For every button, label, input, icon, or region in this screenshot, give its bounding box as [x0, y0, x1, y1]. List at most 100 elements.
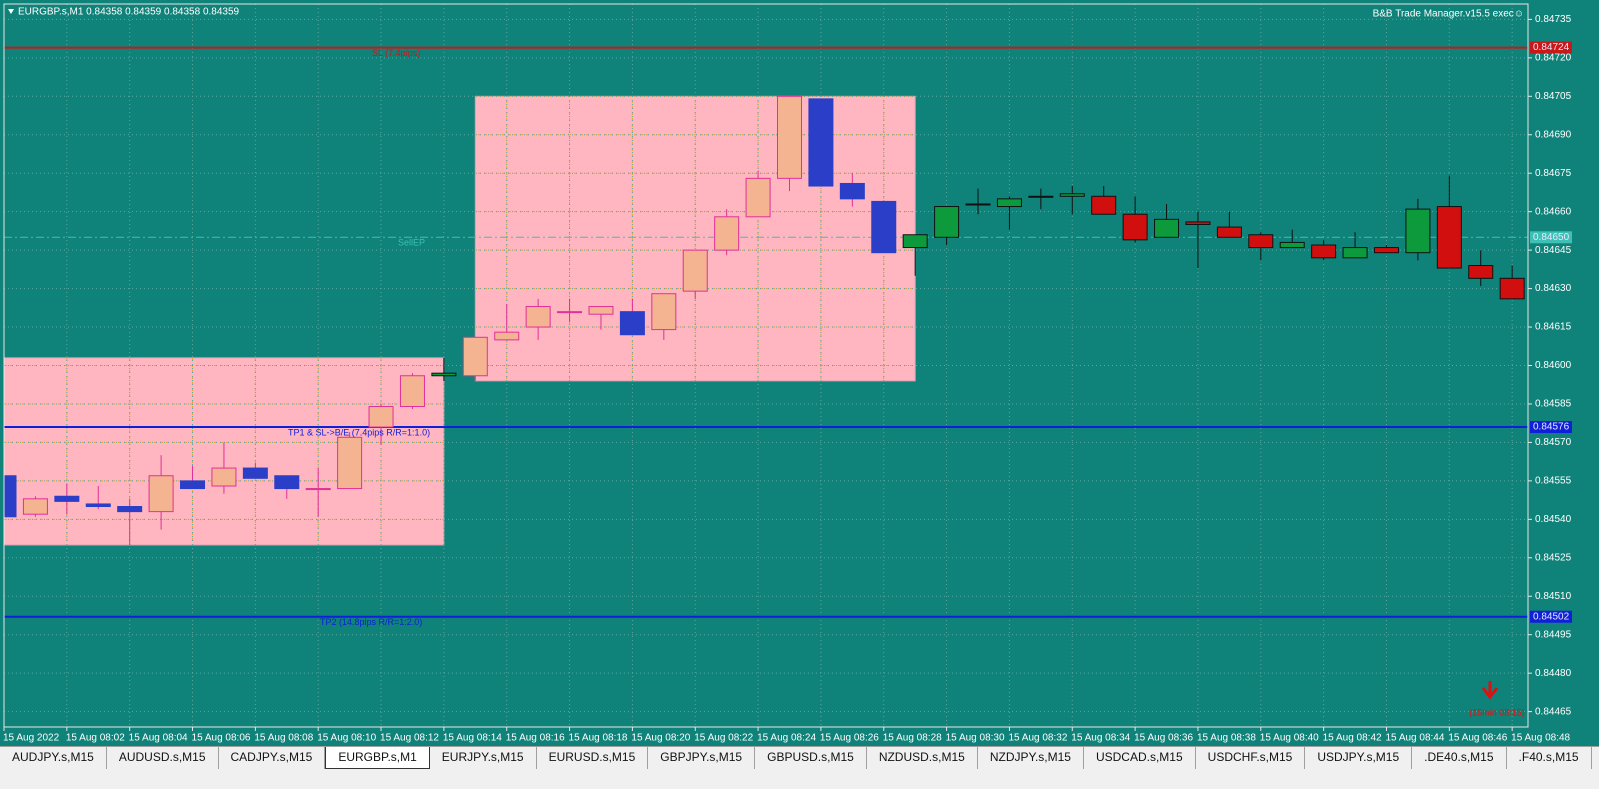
symbol-tab[interactable]: USDCAD.s,M15: [1084, 747, 1196, 769]
candle-body: [180, 480, 206, 490]
symbol-tab[interactable]: AUDJPY.s,M15: [0, 747, 107, 769]
symbol-tab[interactable]: USDCHF.s,M15: [1196, 747, 1306, 769]
y-tick-label: 0.84600: [1535, 360, 1572, 371]
candle-body: [588, 306, 614, 315]
symbol-tab[interactable]: CADJPY.s,M15: [219, 747, 326, 769]
symbol-tabs: AUDJPY.s,M15 AUDUSD.s,M15 CADJPY.s,M15 EURG…: [0, 746, 1599, 769]
candle-body: [54, 495, 80, 502]
y-tick-label: 0.84480: [1535, 668, 1572, 679]
plot-area: SL (7.4pips) SellEP TP1 & SL->B/E (7.4pips…: [4, 4, 1528, 727]
price-level-name: SL (7.4pips): [372, 48, 420, 58]
menu-triangle[interactable]: [8, 9, 14, 14]
candle-body: [4, 475, 17, 518]
candle-body: [1342, 247, 1368, 259]
symbol-tab[interactable]: EURUSD.s,M15: [537, 747, 649, 769]
x-tick-label: 15 Aug 08:06: [192, 733, 251, 744]
symbol-tab[interactable]: EURGBP.s,M1: [325, 747, 430, 769]
candle-body: [934, 206, 960, 238]
x-tick-label: 15 Aug 08:18: [569, 733, 628, 744]
candle-body: [839, 182, 865, 200]
price-level-box: [1530, 41, 1572, 54]
price-level-name: SellEP: [398, 238, 425, 248]
candle-body: [274, 475, 300, 490]
candle-body: [1468, 265, 1494, 279]
candle-body: [557, 311, 583, 314]
symbol-tab[interactable]: NZDJPY.s,M15: [978, 747, 1084, 769]
symbol-tab[interactable]: .UK100.s,M15: [1592, 747, 1599, 769]
x-tick-label: 15 Aug 08:02: [66, 733, 125, 744]
x-tick-label: 15 Aug 08:04: [129, 733, 188, 744]
candle-body: [1122, 213, 1148, 241]
arrow-annotation: (15min 08:15): [1469, 707, 1525, 717]
y-tick-label: 0.84675: [1535, 168, 1572, 179]
y-tick-label: 0.84705: [1535, 91, 1572, 102]
candle-body: [651, 293, 677, 331]
candle-body: [1059, 193, 1085, 197]
candle-body: [431, 372, 457, 377]
symbol-tab[interactable]: .DE40.s,M15: [1412, 747, 1507, 769]
candle-body: [745, 177, 771, 218]
symbol-tab[interactable]: NZDUSD.s,M15: [867, 747, 978, 769]
candle-body: [1436, 206, 1462, 269]
price-level-label: 0.84724: [1533, 42, 1570, 53]
candle-body: [117, 506, 143, 513]
candle-body: [1248, 234, 1274, 249]
candle-body: [1216, 226, 1242, 238]
x-tick-label: 15 Aug 08:34: [1071, 733, 1130, 744]
symbol-tab[interactable]: GBPJPY.s,M15: [648, 747, 756, 769]
candle-body: [494, 331, 520, 341]
chart: SL (7.4pips) SellEP TP1 & SL->B/E (7.4pips…: [0, 0, 1599, 746]
y-tick-label: 0.84525: [1535, 552, 1572, 563]
candle-body: [1405, 208, 1431, 254]
symbol-tab[interactable]: GBPUSD.s,M15: [755, 747, 867, 769]
candle-body: [211, 467, 237, 487]
candle-body: [1311, 244, 1337, 259]
candle-body: [368, 406, 394, 428]
symbol-tab[interactable]: EURJPY.s,M15: [430, 747, 537, 769]
price-level-box: [1530, 610, 1572, 623]
candle-body: [965, 203, 991, 206]
x-tick-label: 15 Aug 08:08: [254, 733, 313, 744]
x-tick-label: 15 Aug 08:44: [1385, 733, 1444, 744]
y-tick-label: 0.84645: [1535, 245, 1572, 256]
candle-body: [777, 95, 802, 179]
x-tick-label: 15 Aug 08:42: [1323, 733, 1382, 744]
x-tick-label: 15 Aug 08:30: [946, 733, 1005, 744]
x-tick-label: 15 Aug 08:38: [1197, 733, 1256, 744]
x-tick-label: 15 Aug 08:14: [443, 733, 502, 744]
candle-body: [714, 216, 740, 251]
candle-body: [1373, 247, 1399, 254]
x-tick-label: 15 Aug 08:22: [694, 733, 753, 744]
price-level-name: TP1 & SL->B/E (7.4pips R/R=1:1.0): [288, 427, 430, 437]
price-level-box: [1530, 421, 1572, 434]
candle-body: [808, 98, 834, 187]
candle-body: [85, 503, 111, 508]
candle-body: [1185, 221, 1211, 225]
x-tick-label: 15 Aug 08:28: [883, 733, 942, 744]
y-tick-label: 0.84555: [1535, 476, 1572, 487]
x-tick-label: 15 Aug 2022: [3, 733, 60, 744]
x-tick-label: 15 Aug 08:36: [1134, 733, 1193, 744]
y-tick-label: 0.84585: [1535, 399, 1572, 410]
candle-body: [871, 200, 897, 254]
x-tick-label: 15 Aug 08:20: [631, 733, 690, 744]
y-tick-label: 0.84570: [1535, 437, 1572, 448]
x-tick-label: 15 Aug 08:32: [1008, 733, 1067, 744]
candle-body: [1279, 241, 1305, 249]
candle-body: [305, 488, 331, 491]
x-tick-label: 15 Aug 08:26: [820, 733, 879, 744]
symbol-tab[interactable]: USDJPY.s,M15: [1305, 747, 1413, 769]
symbol-tab[interactable]: .F40.s,M15: [1507, 747, 1592, 769]
candle-body: [1154, 218, 1180, 238]
x-tick-label: 15 Aug 08:46: [1448, 733, 1507, 744]
price-level-label: 0.84650: [1533, 232, 1570, 243]
y-tick-label: 0.84495: [1535, 629, 1572, 640]
sell-arrow: [1481, 681, 1499, 700]
axes: 0.84735 0.84720 0.84705 0.84690 0.84675 0.846…: [3, 14, 1572, 744]
y-tick-label: 0.84630: [1535, 283, 1572, 294]
symbol-tab[interactable]: AUDUSD.s,M15: [107, 747, 219, 769]
y-tick-label: 0.84690: [1535, 129, 1572, 140]
candle-body: [1091, 195, 1117, 215]
price-level-label: 0.84576: [1533, 422, 1570, 433]
candle-body: [525, 306, 551, 328]
